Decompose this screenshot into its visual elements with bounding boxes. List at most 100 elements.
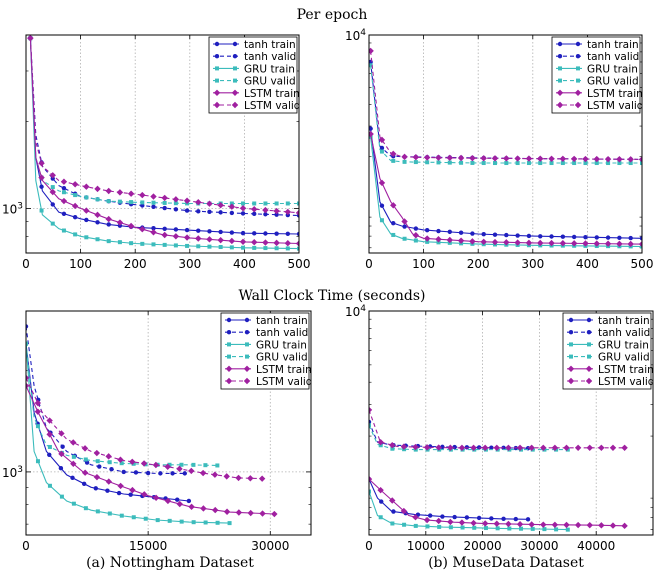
data-point-lstm-train (183, 234, 191, 241)
data-point-lstm-train (481, 520, 489, 527)
data-point-tanh-train (128, 492, 133, 497)
data-point-lstm-train (46, 431, 53, 438)
data-point-lstm-train (598, 522, 605, 529)
data-point-gru-train (143, 516, 148, 521)
legend-marker-tanh-valid (226, 330, 232, 335)
data-point-lstm-valid (401, 153, 408, 161)
data-point-tanh-train (525, 517, 531, 522)
legend-label-gru-train: GRU train (256, 339, 307, 351)
legend-marker-tanh-valid (568, 330, 574, 335)
legend-marker-lstm-valid (243, 377, 251, 385)
data-point-gru-valid (640, 161, 642, 166)
data-point-lstm-valid (34, 399, 42, 407)
data-point-gru-valid (252, 201, 257, 206)
data-point-gru-train (460, 525, 465, 530)
data-point-gru-train (117, 240, 122, 245)
data-point-lstm-valid (516, 444, 524, 451)
legend-marker-gru-valid (233, 78, 237, 83)
legend-marker-tanh-train (244, 317, 250, 323)
data-point-gru-train (252, 245, 257, 250)
data-point-tanh-train (538, 234, 543, 239)
data-point-lstm-valid (258, 475, 266, 482)
data-point-gru-valid (402, 159, 407, 164)
data-point-gru-train (162, 242, 167, 247)
legend-label-gru-train: GRU train (587, 63, 638, 75)
data-point-lstm-train (127, 222, 135, 230)
data-point-lstm-train (503, 239, 510, 246)
data-point-gru-train (483, 526, 488, 531)
data-point-lstm-valid (559, 155, 567, 163)
data-point-tanh-train (504, 232, 509, 238)
data-point-tanh-train (594, 235, 599, 240)
data-point-lstm-valid (616, 156, 623, 163)
data-point-gru-train (185, 243, 190, 248)
data-point-lstm-valid (251, 205, 258, 213)
legend-label-lstm-valid: LSTM valid (244, 100, 300, 112)
data-point-tanh-train (639, 236, 642, 241)
data-point-lstm-valid (139, 191, 146, 199)
data-point-lstm-train (105, 215, 112, 223)
data-point-lstm-valid (105, 453, 112, 460)
data-point-gru-valid (285, 201, 290, 206)
data-point-lstm-valid (609, 444, 617, 451)
data-point-gru-valid (47, 444, 52, 449)
legend-label-lstm-valid: LSTM valid (587, 100, 643, 112)
data-point-lstm-valid (284, 208, 292, 216)
data-point-tanh-train (489, 516, 494, 521)
data-point-lstm-train (604, 240, 612, 247)
data-point-lstm-train (369, 130, 374, 138)
data-point-lstm-valid (27, 35, 34, 42)
legend-marker-tanh-train (214, 41, 220, 47)
data-point-gru-valid (391, 158, 396, 163)
data-point-tanh-valid (158, 471, 163, 476)
data-point-tanh-train (196, 228, 201, 233)
legend-label-lstm-train: LSTM train (598, 364, 654, 376)
data-point-gru-valid (241, 201, 246, 206)
data-point-lstm-train (60, 197, 68, 205)
legend-marker-lstm-valid (225, 377, 233, 385)
data-point-tanh-valid (184, 208, 190, 213)
legend-marker-tanh-valid (586, 330, 592, 335)
data-point-lstm-train (378, 179, 386, 187)
series-line-gru-valid (26, 343, 218, 467)
data-point-gru-valid (119, 461, 124, 466)
data-point-tanh-train (81, 481, 87, 486)
data-point-gru-train (519, 526, 524, 531)
data-point-gru-valid (504, 161, 509, 166)
data-point-lstm-train (400, 507, 408, 515)
data-point-lstm-valid (127, 190, 135, 197)
x-tick-label: 0 (22, 539, 30, 553)
data-point-tanh-train (175, 497, 180, 502)
data-point-gru-train (215, 520, 220, 525)
data-point-tanh-train (436, 228, 441, 234)
x-tick-label: 300 (521, 257, 544, 271)
data-point-gru-train (241, 245, 246, 250)
data-point-gru-train (425, 524, 430, 529)
data-point-lstm-train (129, 486, 136, 494)
data-point-tanh-train (470, 231, 475, 236)
data-point-lstm-train (480, 238, 487, 246)
data-point-lstm-train (458, 519, 466, 526)
series-line-lstm-valid (29, 38, 299, 214)
data-point-lstm-valid (377, 438, 384, 446)
data-point-lstm-train (548, 239, 555, 247)
data-point-tanh-train (476, 515, 482, 521)
legend-box (562, 312, 652, 390)
data-point-lstm-train (49, 188, 56, 196)
legend-marker-gru-valid (587, 354, 591, 359)
data-point-gru-valid (617, 161, 622, 166)
data-point-lstm-train (621, 522, 628, 530)
data-point-lstm-valid (211, 471, 219, 478)
data-point-tanh-train (186, 498, 192, 504)
data-point-lstm-train (117, 482, 124, 490)
data-point-gru-valid (263, 201, 268, 206)
data-point-lstm-train (247, 509, 254, 517)
data-point-tanh-train (229, 230, 235, 235)
data-point-lstm-train (570, 240, 578, 247)
y-tick-label: 103 (2, 201, 23, 216)
plot-frame (25, 310, 312, 536)
